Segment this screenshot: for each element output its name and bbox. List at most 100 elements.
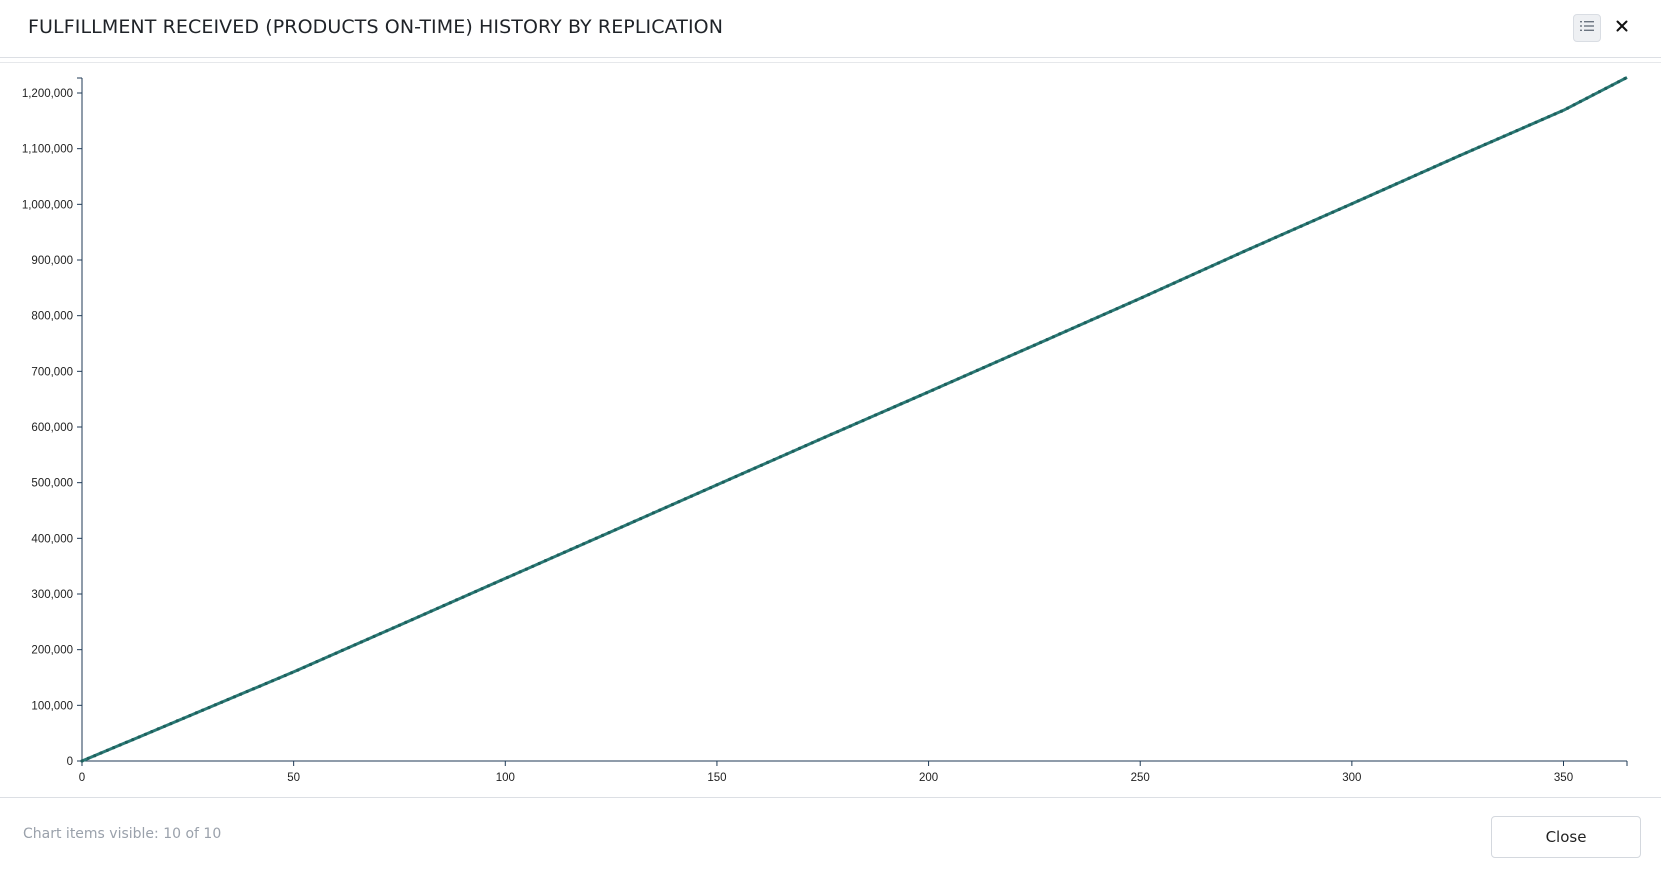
x-tick-label: 50	[287, 772, 300, 784]
data-point	[759, 463, 764, 467]
data-point	[836, 430, 840, 434]
data-point	[912, 396, 916, 400]
data-point	[607, 531, 611, 535]
data-point	[1623, 76, 1627, 81]
data-point	[347, 646, 351, 650]
data-point	[1096, 315, 1100, 319]
data-point	[1331, 210, 1335, 214]
data-point	[480, 587, 484, 591]
x-tick-label: 300	[1342, 772, 1361, 784]
y-tick-label: 200,000	[31, 645, 73, 657]
data-point	[575, 545, 579, 549]
x-tick-label: 100	[496, 772, 515, 784]
data-point	[1502, 134, 1506, 138]
dialog-close-button[interactable]	[1608, 14, 1636, 42]
line-chart: 0 100,000 200,000 300,000 400,000 500,000 600,…	[22, 76, 1628, 784]
data-point	[816, 438, 821, 442]
data-point	[93, 754, 97, 758]
data-point	[956, 377, 960, 381]
data-point	[626, 522, 630, 526]
data-point	[1496, 137, 1500, 141]
data-point	[880, 410, 884, 414]
data-point	[975, 368, 979, 372]
data-point	[531, 564, 535, 568]
data-point	[1299, 224, 1303, 228]
data-point	[1318, 216, 1322, 220]
data-point	[950, 380, 954, 384]
data-point	[747, 469, 751, 473]
data-point	[315, 660, 319, 664]
data-point	[169, 722, 173, 726]
data-point	[1229, 255, 1233, 259]
data-point	[289, 671, 294, 675]
data-point	[1388, 185, 1392, 189]
x-tick-label: 0	[79, 772, 85, 784]
data-point	[499, 578, 503, 582]
data-point	[309, 662, 313, 667]
data-point	[86, 756, 90, 760]
y-tick-label: 900,000	[31, 255, 73, 267]
data-point	[1394, 182, 1398, 186]
data-point	[353, 643, 357, 647]
data-point	[239, 692, 243, 696]
data-point	[1191, 272, 1195, 277]
data-point	[582, 542, 586, 546]
data-point	[1286, 230, 1290, 234]
data-point	[804, 444, 808, 448]
y-tick-label: 600,000	[31, 422, 73, 434]
legend-toggle-button[interactable]	[1573, 14, 1601, 42]
data-point	[264, 681, 268, 686]
data-point	[588, 539, 592, 543]
y-tick-label: 1,100,000	[22, 144, 73, 156]
data-point	[1350, 202, 1354, 206]
data-point	[543, 559, 548, 563]
data-point	[1432, 165, 1436, 169]
data-point	[1470, 148, 1475, 152]
data-point	[277, 676, 281, 680]
data-point	[283, 673, 287, 678]
list-icon	[1580, 19, 1594, 37]
x-tick-label: 350	[1554, 772, 1573, 784]
data-point	[1242, 249, 1246, 254]
data-point	[162, 724, 167, 728]
data-point	[1223, 258, 1227, 262]
data-point	[1255, 244, 1259, 248]
data-point	[664, 505, 668, 509]
data-point	[931, 388, 935, 392]
data-point	[118, 743, 122, 747]
data-point	[1528, 123, 1532, 127]
data-point	[1147, 293, 1151, 297]
data-point	[1261, 241, 1265, 245]
data-point	[848, 424, 852, 428]
data-point	[918, 394, 922, 398]
data-point	[562, 550, 567, 554]
data-point	[1121, 304, 1125, 308]
data-point	[1058, 332, 1062, 336]
data-point	[823, 435, 827, 439]
data-point	[321, 657, 325, 661]
data-point	[1210, 264, 1214, 268]
dialog-header: FULFILLMENT RECEIVED (PRODUCTS ON-TIME) …	[0, 0, 1661, 58]
data-point	[512, 573, 516, 577]
data-point	[1540, 117, 1544, 122]
data-point	[302, 665, 306, 669]
close-button[interactable]: Close	[1491, 816, 1641, 858]
data-point	[969, 371, 973, 375]
data-point	[1369, 193, 1373, 197]
data-point	[709, 486, 713, 490]
data-point	[1204, 267, 1208, 271]
data-point	[1280, 233, 1284, 237]
data-point	[1032, 343, 1036, 347]
data-point	[1070, 326, 1075, 330]
dialog-title: FULFILLMENT RECEIVED (PRODUCTS ON-TIME) …	[28, 16, 724, 38]
data-point	[620, 525, 624, 529]
data-point	[1153, 290, 1157, 294]
data-point	[556, 553, 560, 557]
data-point	[658, 508, 662, 512]
data-point	[1115, 307, 1119, 311]
data-point	[785, 452, 789, 456]
data-point	[486, 584, 490, 588]
data-point	[943, 382, 948, 386]
data-point	[778, 455, 783, 459]
x-tick-label: 150	[707, 772, 726, 784]
